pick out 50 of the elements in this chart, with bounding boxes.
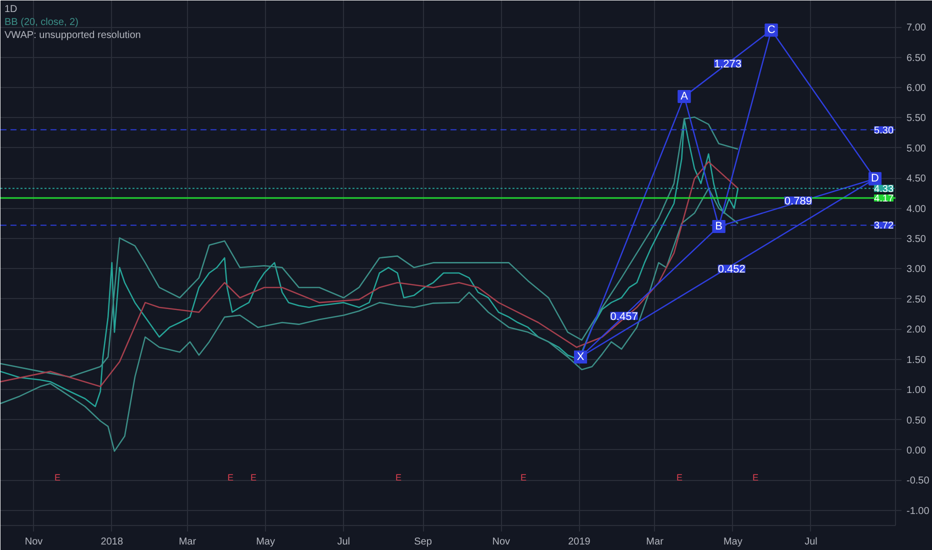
y-tick-label: 2.50: [906, 294, 926, 306]
x-tick-label: Sep: [414, 536, 432, 548]
annotation: E: [752, 472, 759, 482]
y-tick-label: 1.00: [906, 385, 926, 396]
annotation: D: [871, 172, 880, 185]
y-tick-label: 2.00: [906, 324, 926, 336]
annotation: E: [54, 472, 61, 482]
ref-line-label: 3.72: [874, 220, 894, 232]
y-tick-label: 1.50: [906, 354, 926, 366]
x-tick-label: May: [256, 536, 276, 548]
annotation: A: [680, 90, 689, 103]
x-tick-label: 2019: [568, 536, 591, 548]
annotation: VWAP: unsupported resolution: [4, 30, 141, 41]
y-tick-label: 6.50: [906, 52, 926, 64]
annotation: 0.457: [610, 310, 638, 323]
chart-title: 1D: [4, 4, 18, 15]
annotation: E: [396, 472, 402, 482]
y-tick-label: 0.00: [906, 445, 926, 456]
y-tick-label: -1.00: [906, 506, 930, 517]
y-tick-label: 7.00: [906, 22, 926, 34]
annotation: E: [520, 472, 527, 482]
y-tick-label: 3.00: [906, 264, 926, 276]
x-tick-label: Jul: [337, 536, 350, 548]
y-tick-label: 4.00: [906, 204, 926, 215]
x-tick-label: Mar: [178, 536, 197, 548]
x-tick-label: Nov: [492, 536, 510, 548]
annotation: 0.452: [718, 264, 746, 276]
y-tick-label: -0.50: [906, 476, 930, 487]
annotation: C: [767, 24, 776, 36]
x-tick-label: 2018: [100, 536, 124, 548]
annotation: E: [676, 472, 683, 482]
text: BB (20, close, 2): [4, 17, 78, 28]
annotation: E: [228, 472, 234, 482]
y-tick-label: 5.00: [906, 143, 926, 154]
annotation: 1.273: [714, 58, 742, 70]
ref-line-label: 4.17: [874, 194, 894, 205]
annotation: 0.789: [784, 195, 812, 208]
y-tick-label: 6.00: [906, 82, 926, 94]
x-tick-label: Mar: [646, 536, 664, 548]
y-tick-label: 4.50: [906, 174, 926, 185]
annotation: B: [715, 220, 722, 232]
x-tick-label: Nov: [24, 536, 43, 548]
x-tick-label: Jul: [804, 536, 818, 548]
ref-line-label: 5.30: [874, 125, 894, 136]
annotation: X: [576, 350, 585, 363]
annotation: E: [250, 472, 257, 482]
x-tick-label: May: [723, 536, 742, 548]
y-tick-label: 3.50: [906, 234, 926, 246]
y-tick-label: 5.50: [906, 113, 926, 124]
y-tick-label: 0.50: [906, 415, 926, 426]
